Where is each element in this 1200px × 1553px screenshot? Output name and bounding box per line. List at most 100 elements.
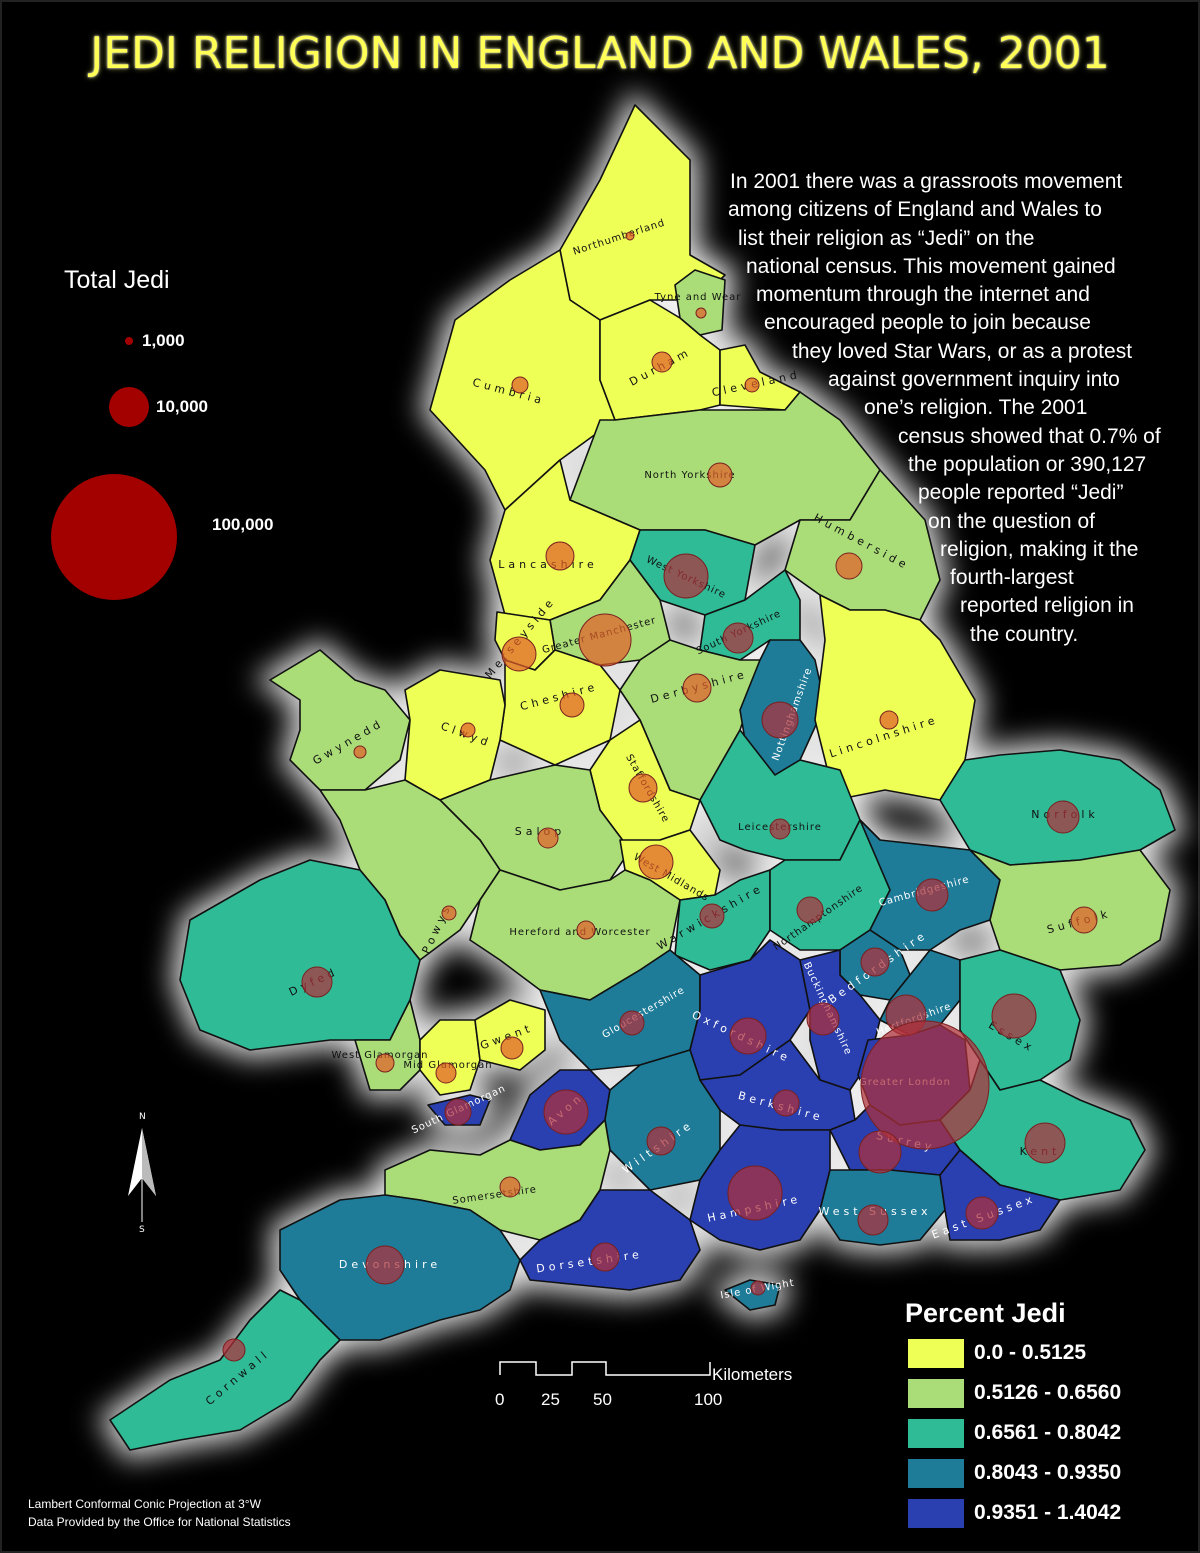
jedi-circle-oxfordshire — [729, 1017, 767, 1055]
percent-legend-title: Percent Jedi — [905, 1298, 1066, 1328]
region-label-tyne-and-wear: Tyne and Wear — [654, 292, 742, 303]
intro-text: In 2001 there was a grassroots movement a… — [700, 168, 1190, 649]
jedi-circle-gloucestershire — [619, 1010, 645, 1036]
region-isle-of-wight — [724, 1279, 781, 1311]
jedi-circle-berkshire — [772, 1089, 800, 1117]
jedi-circle-wiltshire — [646, 1126, 676, 1156]
intro-line: the population or 390,127 — [908, 452, 1147, 476]
jedi-circle-lancashire — [545, 541, 575, 571]
legend-circle-10000 — [109, 387, 149, 427]
jedi-circle-essex — [991, 993, 1037, 1039]
jedi-circle-dorsetshire — [590, 1242, 620, 1272]
intro-line: they loved Star Wars, or as a protest — [792, 339, 1133, 363]
jedi-circle-west-glamorgan — [375, 1053, 395, 1073]
jedi-circle-humberside — [835, 552, 863, 580]
jedi-circle-west-yorkshire — [663, 553, 709, 599]
jedi-circle-merseyside — [501, 636, 537, 672]
jedi-circle-warwickshire — [699, 903, 725, 929]
legend-circle-100000 — [51, 474, 177, 600]
jedi-circle-bedfordshire — [860, 947, 890, 977]
jedi-circle-gwynedd — [353, 745, 367, 759]
region-gwent — [474, 999, 546, 1071]
jedi-circle-northamptonshire — [796, 896, 824, 924]
jedi-circle-buckinghamshire — [806, 1002, 840, 1036]
jedi-circle-nottinghamshire — [761, 701, 799, 739]
jedi-circle-greater-manchester — [578, 613, 632, 667]
source-note: Data Provided by the Office for National… — [28, 1515, 291, 1529]
intro-line: list their religion as “Jedi” on the — [738, 226, 1035, 250]
region-gwynedd — [269, 649, 411, 791]
scale-tick-50: 50 — [593, 1390, 612, 1409]
jedi-circle-lincolnshire — [879, 710, 899, 730]
jedi-circle-surrey — [858, 1130, 902, 1174]
total-legend-circles — [51, 337, 177, 600]
jedi-circle-staffordshire — [628, 773, 658, 803]
intro-line: census showed that 0.7% of — [898, 424, 1161, 448]
jedi-circle-mid-glamorgan — [435, 1062, 457, 1084]
intro-line: on the question of — [928, 509, 1095, 533]
scale-bar — [499, 1361, 711, 1376]
jedi-circle-gwent — [500, 1036, 524, 1060]
jedi-circle-cleveland — [744, 377, 760, 393]
intro-line: national census. This movement gained — [746, 254, 1116, 278]
scale-tick-25: 25 — [541, 1390, 560, 1409]
jedi-circle-powys — [441, 905, 457, 921]
jedi-circle-cambridgeshire — [915, 878, 949, 912]
intro-line: among citizens of England and Wales to — [728, 198, 1102, 222]
region-cornwall — [109, 1289, 341, 1451]
region-label-north-yorkshire: North Yorkshire — [644, 470, 735, 481]
jedi-circle-avon — [543, 1089, 589, 1135]
region-dorsetshire — [519, 1189, 701, 1291]
legend-label: 0.0 - 0.5125 — [974, 1341, 1087, 1364]
jedi-circle-derbyshire — [682, 673, 712, 703]
jedi-circle-cornwall — [222, 1338, 246, 1362]
legend-swatch — [908, 1499, 964, 1528]
jedi-circle-kent — [1024, 1122, 1066, 1164]
intro-line: against government inquiry into — [828, 368, 1120, 392]
legend-label: 0.5126 - 0.6560 — [974, 1381, 1122, 1404]
region-mid-glamorgan — [419, 1019, 481, 1096]
legend-swatch — [908, 1339, 964, 1368]
total-legend-title: Total Jedi — [64, 266, 170, 294]
intro-line: people reported “Jedi” — [918, 481, 1124, 505]
region-dyfed — [179, 859, 421, 1051]
legend-label: 0.8043 - 0.9350 — [974, 1461, 1122, 1484]
legend-swatch — [908, 1379, 964, 1408]
region-clwyd — [404, 669, 506, 801]
jedi-circle-suffolk — [1070, 906, 1098, 934]
jedi-circle-leicestershire — [769, 818, 791, 840]
jedi-circle-cheshire — [559, 692, 585, 718]
region-suffolk — [969, 849, 1171, 971]
jedi-circle-northumberland — [625, 231, 635, 241]
jedi-circle-west-sussex — [857, 1204, 889, 1236]
jedi-circle-dyfed — [301, 966, 333, 998]
projection-note: Lambert Conformal Conic Projection at 3°… — [28, 1497, 261, 1511]
intro-line: In 2001 there was a grassroots movement — [730, 170, 1123, 193]
legend-label: 0.9351 - 1.4042 — [974, 1501, 1122, 1524]
jedi-circle-south-glamorgan — [444, 1098, 472, 1126]
north-label: N — [139, 1112, 146, 1122]
jedi-circle-isle-of-wight — [750, 1280, 766, 1296]
jedi-circle-hereford-and-worcester — [576, 920, 596, 940]
legend-swatch — [908, 1419, 964, 1448]
intro-line: the country. — [970, 622, 1079, 646]
jedi-circle-durham — [651, 351, 673, 373]
region-hereford-and-worcester — [469, 869, 681, 1001]
total-legend-label-100000: 100,000 — [212, 515, 274, 534]
intro-line: religion, making it the — [940, 537, 1139, 561]
scale-tick-100: 100 — [694, 1390, 723, 1409]
jedi-circle-hampshire — [727, 1165, 783, 1221]
jedi-circle-south-yorkshire — [722, 622, 754, 654]
jedi-circle-somersetshire — [499, 1176, 521, 1198]
jedi-circle-east-sussex — [965, 1196, 999, 1230]
south-label: S — [139, 1225, 145, 1235]
intro-line: fourth-largest — [950, 566, 1074, 590]
map-title: JEDI RELIGION IN ENGLAND AND WALES, 2001 — [90, 28, 1110, 79]
jedi-circle-devonshire — [365, 1245, 405, 1285]
jedi-count-circles — [222, 231, 1098, 1362]
north-arrow-icon — [128, 1128, 156, 1222]
scale-unit: Kilometers — [712, 1365, 793, 1384]
intro-line: encouraged people to join because — [764, 311, 1091, 335]
